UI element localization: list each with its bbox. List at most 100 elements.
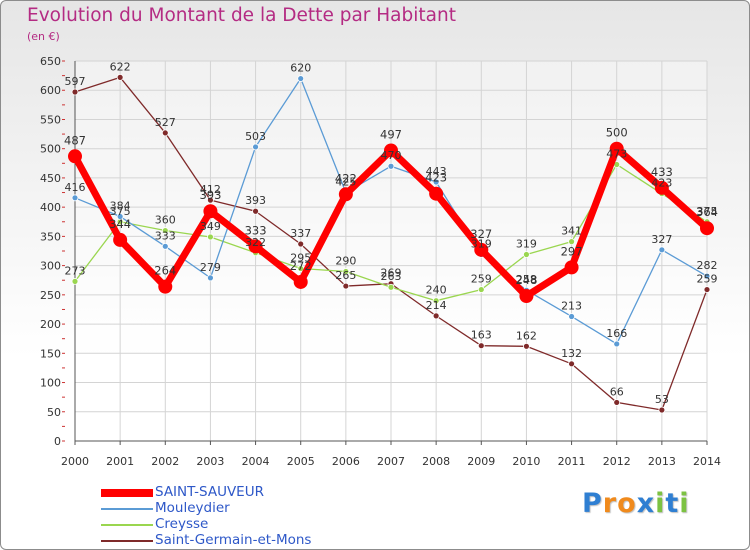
data-point [158,279,173,294]
y-tick-label: 650 [40,55,61,68]
legend-swatch [101,508,153,510]
x-tick-label: 2014 [693,455,721,468]
data-label: 240 [426,284,447,297]
data-label: 349 [200,220,221,233]
data-point [161,227,169,234]
data-point [613,399,621,406]
data-label: 470 [381,149,402,162]
data-label: 163 [471,329,492,342]
data-point [429,186,444,201]
x-tick-label: 2002 [151,455,179,468]
legend-label: Creysse [155,516,209,532]
data-label: 282 [697,259,718,272]
data-point [568,313,575,320]
data-point [207,196,214,204]
logo-letter: P [582,488,603,519]
data-label: 290 [335,254,356,267]
data-label: 259 [697,273,718,286]
data-label: 327 [651,233,672,246]
logo-letter: r [602,488,618,519]
x-tick-label: 2001 [106,455,134,468]
chart-title: Evolution du Montant de la Dette par Hab… [27,5,456,26]
logo-letter: o [617,488,637,519]
data-point [342,268,350,275]
data-label: 500 [606,126,628,140]
y-tick-label: 450 [40,172,61,185]
data-point [252,207,259,215]
x-tick-label: 2008 [422,455,450,468]
x-tick-label: 2003 [196,455,224,468]
y-tick-label: 350 [40,230,61,243]
data-point [293,274,308,289]
legend-label: Saint-Germain-et-Mons [155,532,312,548]
data-point [338,187,353,202]
data-point [68,149,82,164]
legend-swatch [101,489,153,497]
data-label: 248 [515,273,537,287]
data-label: 273 [65,264,86,277]
data-point [432,178,440,186]
y-tick-label: 100 [40,377,61,390]
data-label: 319 [471,238,492,251]
data-label: 214 [426,299,447,312]
y-tick-label: 600 [40,84,61,97]
data-point [71,88,79,96]
data-label: 166 [606,327,627,340]
y-tick-label: 200 [40,318,61,331]
x-tick-label: 2009 [467,455,495,468]
data-label: 264 [154,264,176,278]
data-point [564,260,579,275]
data-label: 423 [651,177,672,190]
y-unit-label: (en €) [27,30,60,43]
data-label: 297 [561,244,583,258]
data-label: 327 [470,227,492,241]
data-point [703,286,711,293]
data-label: 423 [425,171,447,185]
data-label: 360 [155,214,176,227]
data-label: 319 [516,238,537,251]
y-tick-label: 150 [40,347,61,360]
data-label: 162 [516,329,537,342]
data-point [703,272,711,280]
data-label: 333 [245,223,267,237]
data-label: 263 [381,270,402,283]
data-label: 497 [380,127,402,141]
data-point [523,342,530,350]
data-label: 333 [155,229,176,242]
data-label: 279 [200,261,221,274]
data-label: 443 [426,165,447,178]
data-point [207,233,214,241]
x-tick-label: 2013 [648,455,676,468]
x-tick-label: 2004 [242,455,270,468]
data-point [252,143,259,151]
data-label: 213 [561,299,582,312]
data-label: 416 [65,181,86,194]
data-label: 487 [64,133,86,147]
data-label: 384 [110,200,131,213]
data-point [432,297,440,305]
legend-swatch [101,524,153,526]
x-tick-label: 2007 [377,455,405,468]
data-point [116,73,124,81]
data-label: 337 [290,227,311,240]
data-point [387,162,395,170]
data-label: 393 [245,194,266,207]
x-tick-label: 2010 [512,455,540,468]
data-label: 259 [471,273,492,286]
y-tick-label: 550 [40,113,61,126]
data-label: 393 [199,188,221,202]
data-label: 597 [65,75,86,88]
data-label: 344 [109,217,131,231]
data-point [519,289,534,304]
data-point [609,141,624,156]
data-point [71,277,79,285]
data-point [568,238,575,246]
data-point [387,283,395,291]
data-point [700,221,714,236]
data-label: 425 [335,176,356,189]
data-point [384,143,398,158]
x-tick-label: 2012 [603,455,631,468]
y-tick-label: 300 [40,260,61,273]
logo-letter: i [655,488,666,519]
data-point [161,242,169,250]
